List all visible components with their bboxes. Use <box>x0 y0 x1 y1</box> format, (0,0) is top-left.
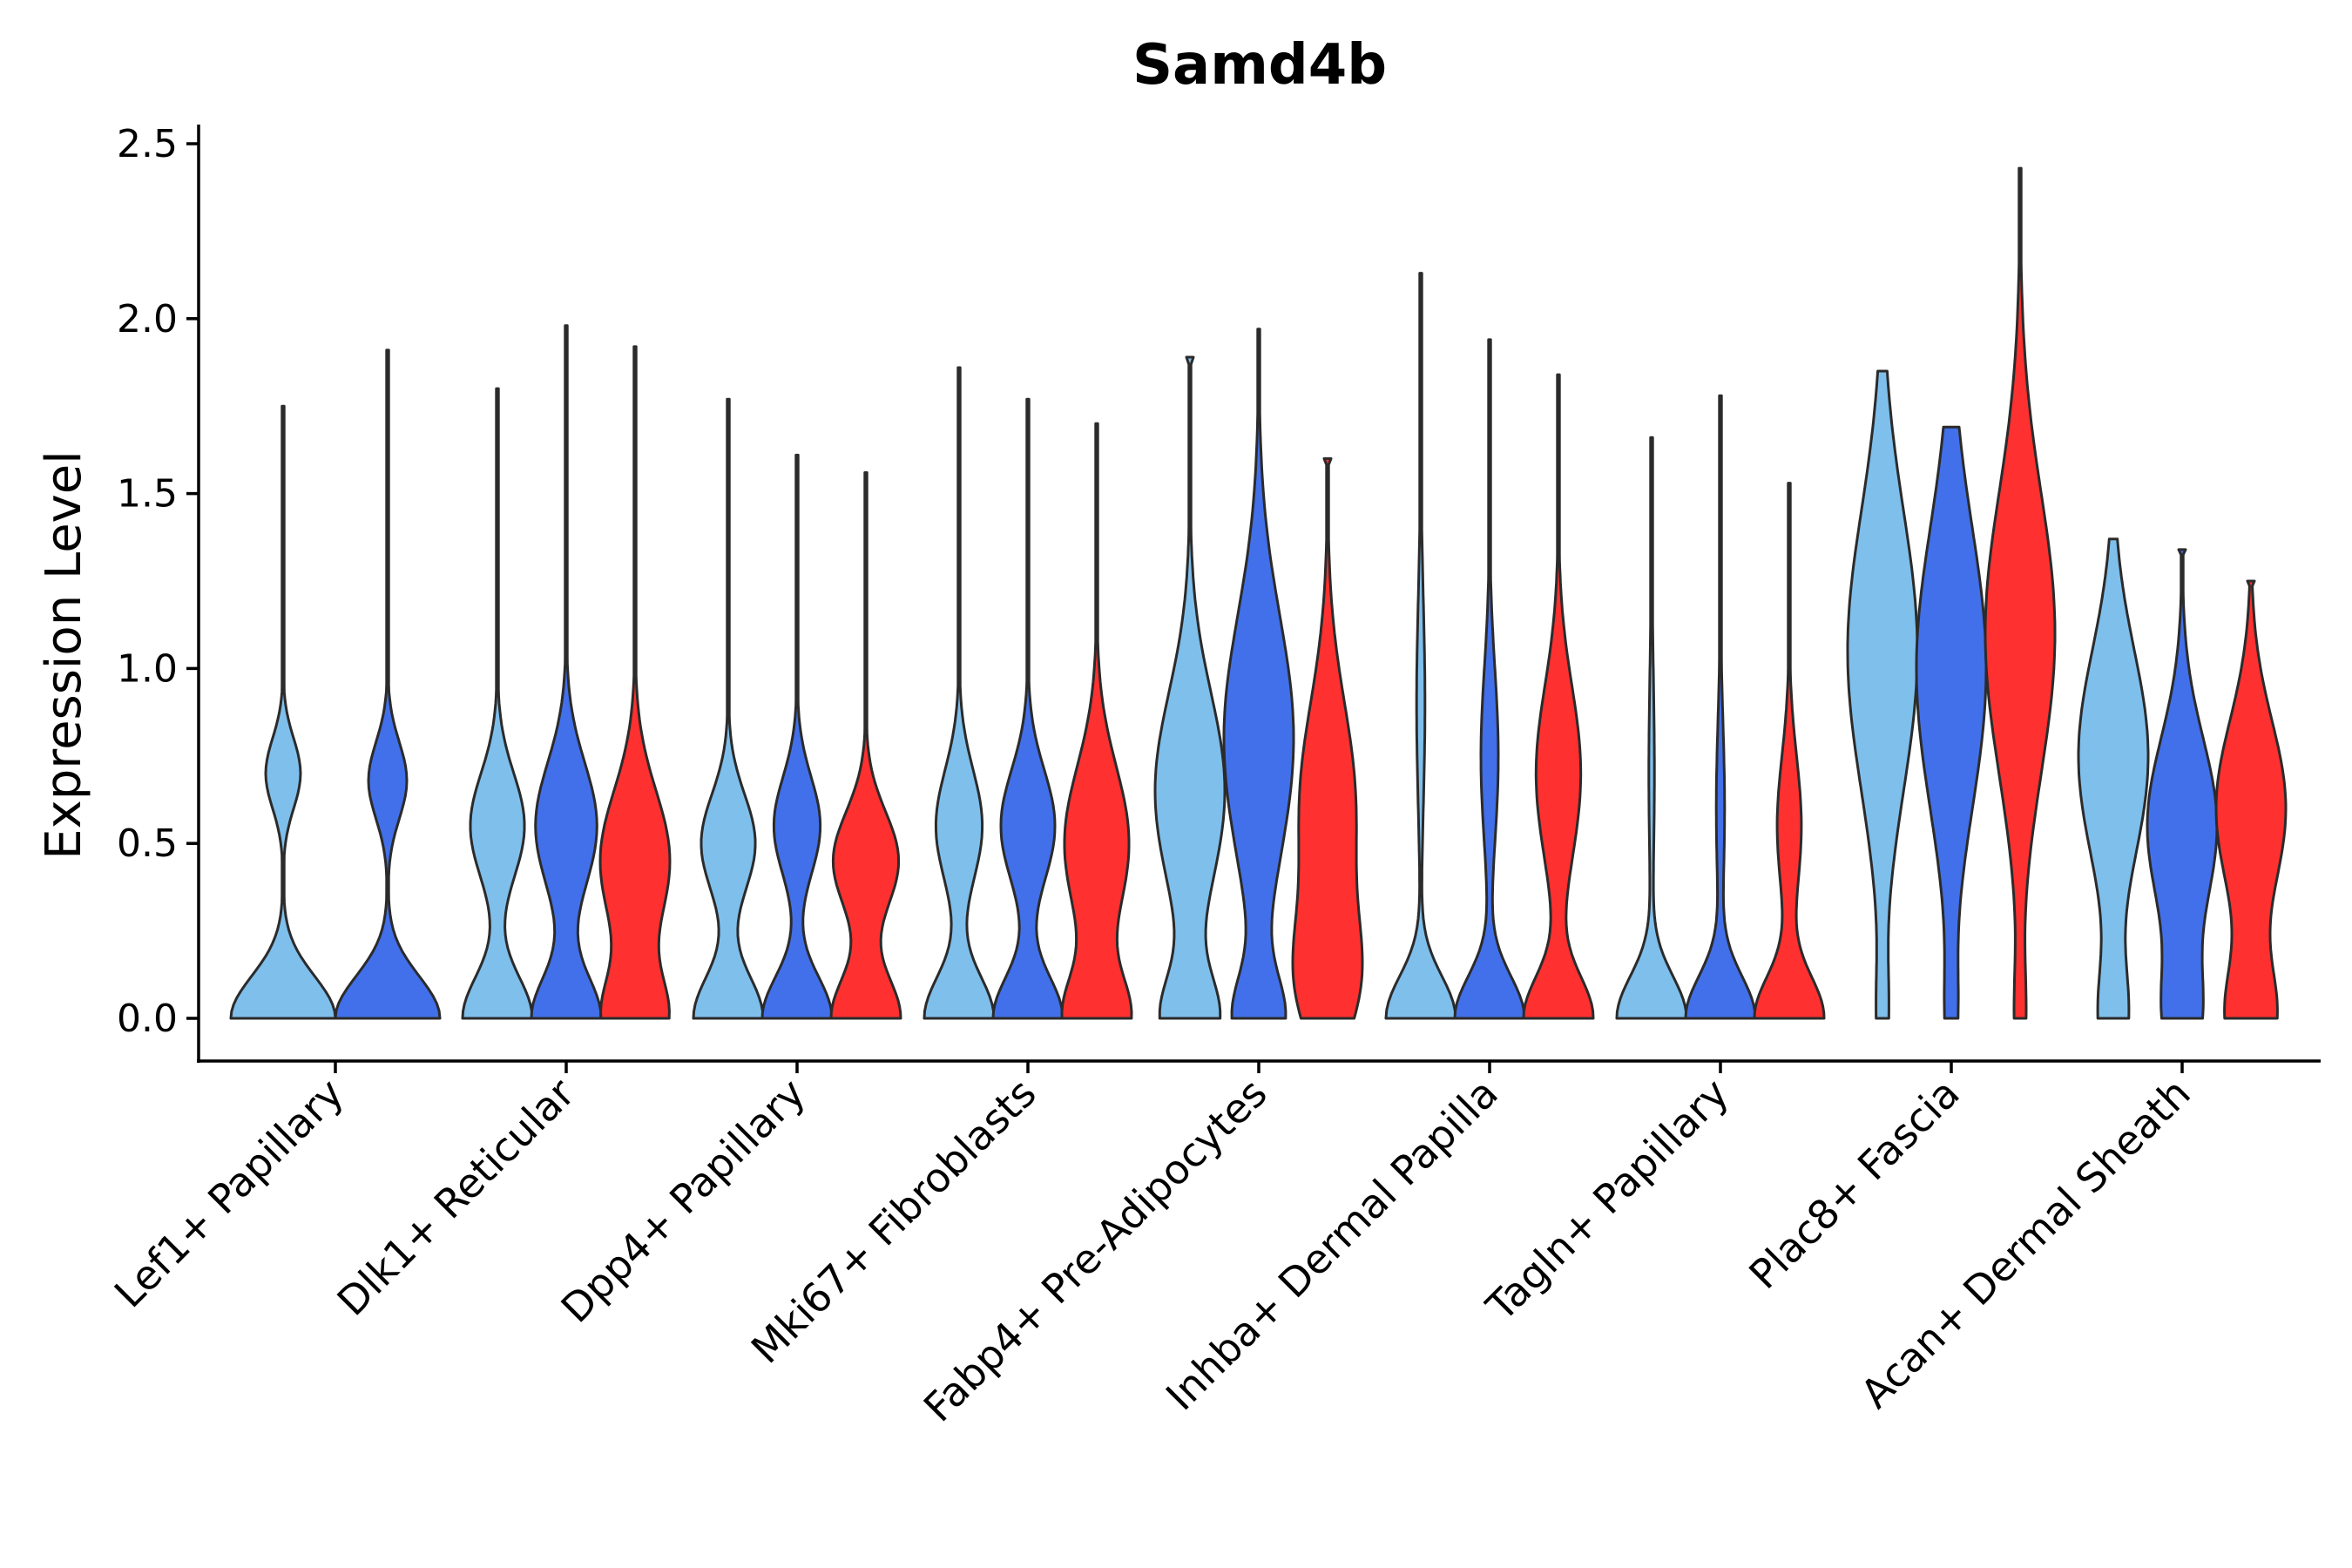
y-axis-label: Expression Level <box>36 450 92 860</box>
violin-red-9 <box>2214 579 2288 1020</box>
y-tick-label: 2.0 <box>117 297 178 341</box>
violin-blue-2 <box>530 324 603 1020</box>
x-category-label: Tagln+ Papillary <box>1477 1070 1738 1331</box>
violin-blue-9 <box>2146 548 2219 1020</box>
y-tick-label: 1.0 <box>117 646 178 691</box>
y-tick-label: 0.0 <box>117 997 178 1041</box>
y-tick-label: 2.5 <box>117 122 178 166</box>
violin-red-2 <box>598 345 672 1020</box>
violin-light-blue-3 <box>692 397 765 1020</box>
violin-blue-1 <box>334 348 442 1020</box>
violin-light-blue-7 <box>1615 436 1688 1020</box>
y-tick-label: 1.5 <box>117 472 178 517</box>
violin-light-blue-1 <box>229 404 337 1020</box>
x-category-label: Dpp4+ Papillary <box>552 1070 814 1332</box>
violin-blue-4 <box>991 397 1064 1020</box>
violin-light-blue-9 <box>2077 537 2150 1020</box>
violin-red-3 <box>829 471 902 1020</box>
violin-blue-5 <box>1222 328 1295 1020</box>
violin-red-4 <box>1060 422 1133 1020</box>
violin-blue-7 <box>1684 394 1757 1020</box>
violin-light-blue-4 <box>923 366 996 1020</box>
violin-red-6 <box>1522 373 1595 1020</box>
violin-light-blue-6 <box>1384 272 1457 1020</box>
violin-blue-6 <box>1453 338 1526 1020</box>
y-tick-label: 0.5 <box>117 821 178 866</box>
violin-light-blue-5 <box>1153 355 1227 1020</box>
violin-red-5 <box>1291 456 1364 1020</box>
violin-light-blue-2 <box>461 387 534 1020</box>
violin-blue-3 <box>760 453 834 1020</box>
violin-blue-8 <box>1915 425 1988 1020</box>
violins-layer <box>229 166 2288 1020</box>
x-category-label: Plac8+ Fascia <box>1740 1070 1968 1298</box>
chart-title: Samd4b <box>1132 33 1387 98</box>
y-ticks: 0.0 0.5 1.0 1.5 2.0 2.5 <box>117 122 199 1041</box>
x-category-label: Lef1+ Papillary <box>105 1070 353 1317</box>
violin-red-8 <box>1984 166 2057 1020</box>
violin-red-7 <box>1753 482 1826 1020</box>
x-category-label: Dlk1+ Reticular <box>328 1070 584 1325</box>
violin-light-blue-8 <box>1846 369 1919 1020</box>
